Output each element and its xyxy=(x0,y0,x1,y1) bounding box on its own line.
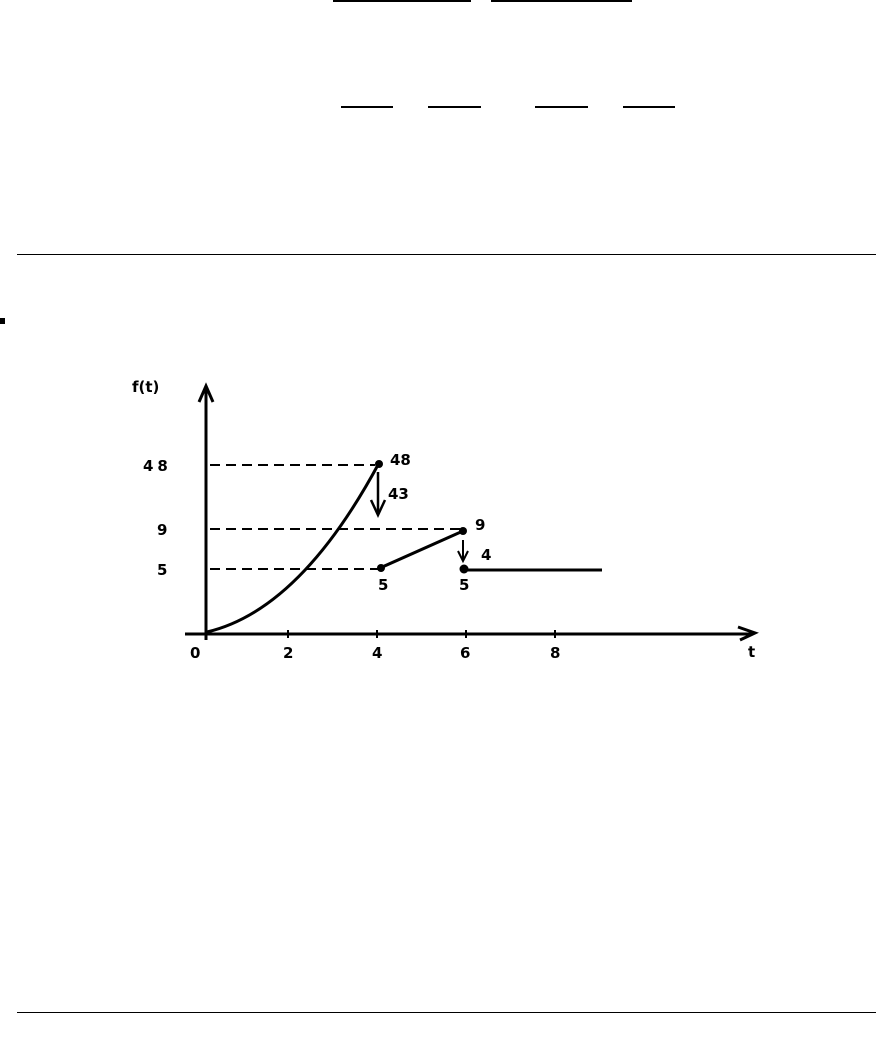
x-tick-0: 0 xyxy=(190,644,200,662)
bullet-marker xyxy=(0,318,5,324)
linear-segment xyxy=(379,529,464,570)
x-tick-4: 4 xyxy=(372,644,382,662)
section-divider xyxy=(17,254,876,255)
point-peak xyxy=(375,460,383,468)
y-axis-arrow xyxy=(197,382,215,403)
y-tick-5: 5 xyxy=(157,561,167,579)
constant-start-label: 5 xyxy=(459,576,469,594)
guide-lines xyxy=(210,464,460,570)
answer-line-1 xyxy=(341,106,393,108)
x-axis-label: t xyxy=(748,643,755,661)
top-answer-line-1 xyxy=(333,0,471,2)
x-tick-8: 8 xyxy=(550,644,560,662)
answer-line-3 xyxy=(535,106,588,108)
bottom-divider xyxy=(17,1012,876,1013)
point-segment-start xyxy=(377,564,385,572)
peak-label: 48 xyxy=(390,451,411,469)
top-answer-line-2 xyxy=(491,0,632,2)
segment-end-label: 9 xyxy=(475,516,485,534)
x-tick-2: 2 xyxy=(283,644,293,662)
drop-arrow-2-head xyxy=(457,550,469,564)
y-axis-label: f(t) xyxy=(132,378,159,396)
y-tick-48: 48 xyxy=(143,457,172,475)
point-segment-end xyxy=(459,527,467,535)
answer-line-4 xyxy=(623,106,675,108)
drop-arrow-1-head xyxy=(369,499,387,518)
drop-2-label: 4 xyxy=(481,546,491,564)
point-constant-start xyxy=(459,564,469,574)
y-tick-9: 9 xyxy=(157,521,167,539)
answer-line-2 xyxy=(428,106,481,108)
x-tick-marks xyxy=(287,630,556,638)
segment-start-label: 5 xyxy=(378,576,388,594)
curve-segment xyxy=(206,462,381,634)
x-axis-arrow xyxy=(737,625,759,642)
drop-1-label: 43 xyxy=(388,485,409,503)
x-tick-6: 6 xyxy=(460,644,470,662)
